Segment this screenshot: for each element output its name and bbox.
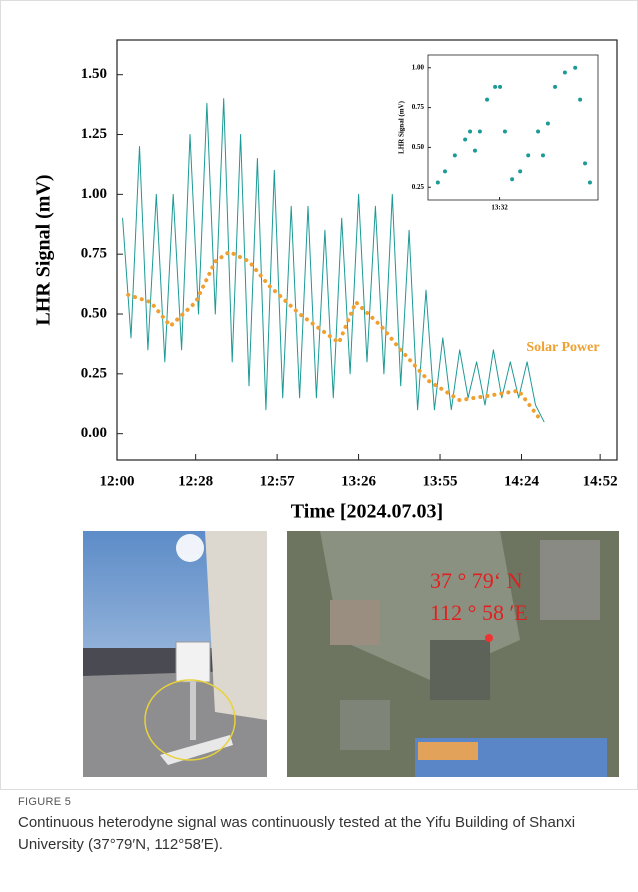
y-tick-label: 0.25 (412, 183, 425, 191)
inset-point (472, 148, 477, 153)
inset-point (498, 84, 503, 89)
x-tick-label: 13:26 (341, 473, 376, 489)
y-tick-label: 0.00 (81, 425, 107, 441)
figure-caption: Continuous heterodyne signal was continu… (18, 814, 576, 853)
inset-point (463, 137, 468, 142)
inset-point (493, 84, 498, 89)
inset-point (518, 169, 523, 174)
y-tick-label: 0.50 (81, 305, 107, 321)
inset-point (562, 70, 567, 75)
inset-point (485, 97, 490, 102)
x-tick-label: 14:52 (583, 473, 618, 489)
figure-label: FIGURE 5 (18, 796, 72, 808)
inset-point (443, 169, 447, 174)
y-axis-label: LHR Signal (mV) (398, 100, 406, 154)
inset-point (452, 153, 457, 158)
x-tick-label: 12:57 (260, 473, 295, 489)
x-axis-label: Time [2024.07.03] (291, 501, 443, 523)
caption: FIGURE 5 Continuous heterodyne signal wa… (18, 796, 628, 856)
inset-frame (427, 54, 599, 201)
series-label: Solar Power (526, 340, 599, 355)
inset-point (435, 180, 440, 185)
y-tick-label: 1.00 (412, 63, 425, 71)
map-coordinate: 112 ° 58 ′E (430, 600, 528, 625)
inset-point (587, 180, 592, 185)
inset-point (502, 129, 507, 134)
x-tick-label: 12:28 (178, 473, 213, 489)
solar-power-line (126, 249, 541, 419)
y-tick-label: 1.50 (81, 66, 107, 82)
inset-point (526, 153, 531, 158)
aerial-map (287, 531, 619, 777)
inset-point (510, 177, 515, 182)
inset-point (573, 65, 578, 70)
y-tick-label: 0.50 (412, 143, 425, 151)
map-coordinate: 37 ° 79‘ N (430, 568, 523, 593)
x-tick-label: 14:24 (504, 473, 539, 489)
inset-point (477, 129, 482, 134)
inset-point (536, 129, 541, 134)
y-tick-label: 0.75 (412, 103, 425, 111)
x-tick-label: 13:55 (423, 473, 458, 489)
x-tick-label: 12:00 (100, 473, 135, 489)
inset-point (553, 84, 558, 89)
site-photo (83, 531, 267, 777)
x-tick-label: 13:32 (491, 204, 508, 212)
inset-point (545, 121, 550, 126)
inset-point (583, 161, 588, 166)
y-tick-label: 0.75 (81, 246, 107, 262)
figure: 37 ° 79‘ N 112 ° 58 ′E 0.00 0.25 0.50 0.75 1… (0, 0, 638, 790)
y-tick-label: 1.00 (81, 186, 107, 202)
y-axis-label: LHR Signal (mV) (33, 174, 55, 325)
y-tick-label: 0.25 (81, 365, 107, 381)
inset-point (468, 129, 473, 134)
y-tick-label: 1.25 (81, 126, 107, 142)
inset-point (540, 153, 545, 158)
inset-point (578, 97, 583, 102)
signal-line (122, 98, 545, 423)
